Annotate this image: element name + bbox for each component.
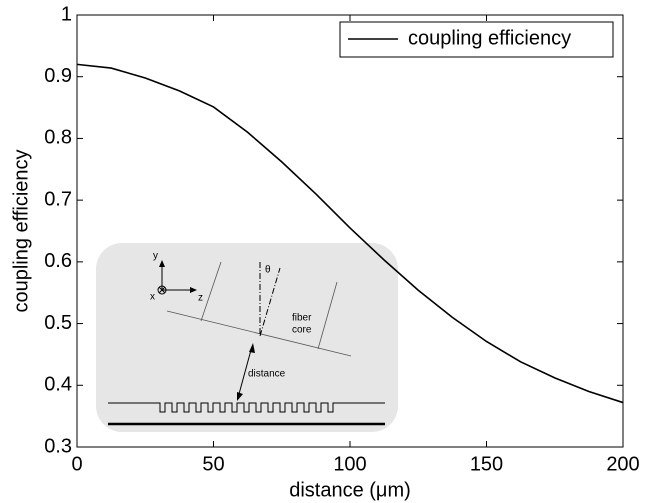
inset-label: θ	[265, 265, 271, 276]
fiber-edge	[200, 261, 222, 322]
inset-label: z	[198, 293, 203, 304]
inset-diagram: y x z θ fiber core distance	[96, 243, 398, 432]
y-tick-label: 1	[61, 3, 72, 25]
data-line	[76, 63, 624, 404]
inset-label: distance	[248, 369, 286, 380]
y-axis-label: coupling efficiency	[10, 149, 32, 312]
fiber-facet	[166, 310, 352, 357]
y-tick-label: 0.3	[44, 435, 72, 457]
x-axis-label: distance (μm)	[289, 479, 411, 501]
y-tick-label: 0.7	[44, 188, 72, 210]
fiber-edge	[317, 281, 338, 350]
inset-label: x	[150, 292, 155, 303]
inset-label: core	[292, 325, 312, 336]
y-tick-label: 0.9	[44, 65, 72, 87]
x-tick-label: 50	[202, 453, 224, 475]
x-tick-label: 200	[606, 453, 639, 475]
x-tick-label: 150	[470, 453, 503, 475]
inset-background	[96, 243, 398, 432]
y-tick-label: 0.8	[44, 127, 72, 149]
y-tick-label: 0.4	[44, 374, 72, 396]
y-tick-label: 0.6	[44, 250, 72, 272]
inset-label: fiber	[292, 313, 312, 324]
fiber-axis	[259, 267, 281, 337]
grating	[108, 402, 385, 413]
distance-arrow	[238, 349, 252, 395]
axis-symbol	[158, 286, 166, 294]
arrow-head	[190, 287, 197, 293]
legend-label: coupling efficiency	[408, 27, 571, 49]
axis-symbol	[157, 285, 167, 295]
x-tick-label: 0	[71, 453, 82, 475]
y-tick-label: 0.5	[44, 312, 72, 334]
arrow-head	[237, 343, 255, 401]
inset-label: y	[153, 251, 158, 262]
x-tick-label: 100	[333, 453, 366, 475]
arrow-head	[159, 260, 165, 267]
